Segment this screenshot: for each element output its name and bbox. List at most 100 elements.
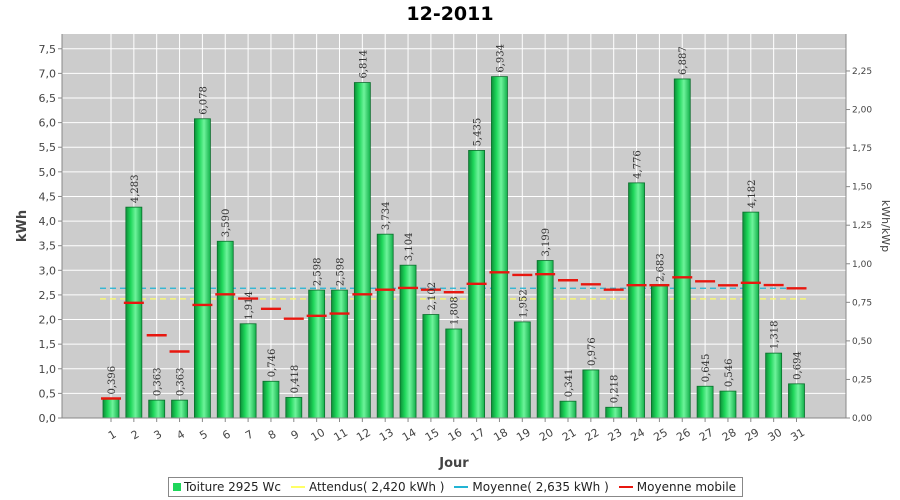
bars bbox=[102, 76, 805, 419]
bar bbox=[582, 369, 600, 419]
y-right-tick-label: 0,25 bbox=[852, 375, 872, 385]
x-tick-label: 5 bbox=[197, 428, 210, 443]
y-axis-right-ticks: 0,00 0,25 0,50 0,75 1,00 1,25 1,50 1,75 2,00 2,25 bbox=[846, 67, 872, 424]
data-label: 0,746 bbox=[267, 349, 278, 378]
legend-label-production: Toiture 2925 Wc bbox=[184, 480, 281, 494]
bar bbox=[651, 285, 668, 419]
x-tick-label: 10 bbox=[309, 426, 328, 444]
data-label: 1,914 bbox=[244, 291, 255, 320]
legend-swatch-moving-average bbox=[618, 486, 633, 488]
bar bbox=[536, 260, 554, 419]
x-tick-label: 21 bbox=[560, 426, 579, 444]
x-tick-label: 28 bbox=[720, 426, 739, 444]
data-label: 4,283 bbox=[130, 175, 141, 204]
x-axis-label: Jour bbox=[438, 456, 469, 471]
x-tick-label: 30 bbox=[766, 426, 785, 444]
legend-item-expected: Attendus( 2,420 kWh ) bbox=[290, 480, 444, 494]
data-label: 0,976 bbox=[587, 337, 598, 366]
y-tick-label: 1,5 bbox=[39, 338, 57, 351]
x-tick-label: 11 bbox=[331, 426, 350, 444]
data-label: 2,598 bbox=[313, 257, 324, 286]
x-tick-label: 13 bbox=[377, 426, 396, 444]
bar bbox=[696, 385, 714, 419]
x-tick-label: 20 bbox=[537, 426, 556, 444]
y-tick-label: 7,5 bbox=[39, 43, 57, 56]
bar bbox=[719, 390, 737, 419]
y-right-tick-label: 1,25 bbox=[852, 221, 872, 231]
bar bbox=[353, 82, 371, 419]
y-right-tick-label: 2,25 bbox=[852, 67, 872, 77]
data-label: 0,363 bbox=[176, 367, 187, 396]
y-right-tick-label: 1,50 bbox=[852, 183, 872, 193]
bar bbox=[788, 383, 805, 419]
legend-label-moving-average: Moyenne mobile bbox=[636, 480, 737, 494]
y-axis-ticks: 0,0 0,5 1,0 1,5 2,0 2,5 3,0 3,5 4,0 4,5 5,0 5,5 6,0 6… bbox=[39, 43, 62, 425]
y-tick-label: 6,5 bbox=[39, 92, 57, 105]
bar bbox=[171, 399, 188, 419]
data-label: 2,102 bbox=[427, 282, 438, 311]
legend-item-average: Moyenne( 2,635 kWh ) bbox=[454, 480, 609, 494]
y-right-tick-label: 0,50 bbox=[852, 337, 872, 347]
data-label: 3,199 bbox=[541, 228, 552, 257]
bar bbox=[376, 233, 394, 419]
legend-swatch-average bbox=[454, 486, 469, 488]
x-tick-label: 27 bbox=[697, 426, 716, 444]
bar bbox=[445, 328, 463, 419]
bar bbox=[239, 323, 257, 419]
y-right-tick-label: 2,00 bbox=[852, 106, 872, 116]
y-tick-label: 6,0 bbox=[39, 117, 57, 130]
data-label: 3,590 bbox=[221, 209, 232, 238]
y-right-tick-label: 0,00 bbox=[852, 414, 872, 424]
bar bbox=[125, 206, 143, 419]
data-label: 5,435 bbox=[473, 118, 484, 147]
y-tick-label: 3,5 bbox=[39, 240, 57, 253]
y-tick-label: 5,0 bbox=[39, 166, 57, 179]
bar bbox=[422, 314, 440, 419]
x-tick-label: 6 bbox=[220, 428, 233, 443]
x-tick-label: 12 bbox=[354, 426, 373, 444]
data-label: 0,546 bbox=[724, 358, 735, 387]
data-label: 0,218 bbox=[610, 375, 621, 404]
data-label: 6,887 bbox=[678, 46, 689, 75]
data-label: 6,814 bbox=[358, 50, 369, 79]
data-label: 1,952 bbox=[518, 289, 529, 318]
x-tick-label: 1 bbox=[106, 428, 119, 443]
data-label: 0,645 bbox=[701, 354, 712, 383]
x-tick-label: 15 bbox=[423, 426, 442, 444]
x-tick-label: 17 bbox=[469, 426, 488, 444]
y-right-tick-label: 0,75 bbox=[852, 298, 872, 308]
bar bbox=[331, 289, 348, 419]
x-tick-label: 23 bbox=[606, 426, 625, 444]
bar bbox=[193, 118, 211, 419]
bar bbox=[628, 182, 645, 419]
y-tick-label: 3,0 bbox=[39, 264, 57, 277]
data-label: 3,104 bbox=[404, 233, 415, 262]
data-labels: 0,396 4,283 0,363 0,363 6,078 3,590 1,914 0,746… bbox=[107, 44, 804, 403]
x-tick-label: 2 bbox=[129, 428, 142, 443]
bar bbox=[559, 400, 577, 419]
data-label: 6,934 bbox=[495, 44, 506, 73]
y-tick-label: 4,5 bbox=[39, 190, 57, 203]
y-tick-label: 4,0 bbox=[39, 215, 57, 228]
bar bbox=[216, 240, 234, 419]
x-tick-label: 22 bbox=[583, 426, 602, 444]
bar bbox=[513, 321, 531, 419]
bar bbox=[285, 397, 303, 419]
y-tick-label: 7,0 bbox=[39, 67, 57, 80]
x-axis-ticks: 1 2 3 4 5 6 7 8 9 10 11 12 13 14 15 16 17 18 19 20 21 22 23 24 2… bbox=[106, 418, 807, 444]
x-tick-label: 16 bbox=[446, 426, 465, 444]
bar bbox=[308, 289, 326, 419]
data-label: 3,734 bbox=[381, 202, 392, 231]
x-tick-label: 24 bbox=[628, 426, 647, 444]
x-tick-label: 25 bbox=[651, 426, 670, 444]
data-label: 4,776 bbox=[633, 150, 644, 179]
y-axis-right-label: kWh/kWp bbox=[879, 200, 892, 252]
x-tick-label: 4 bbox=[175, 428, 188, 443]
y-tick-label: 2,5 bbox=[39, 289, 57, 302]
legend-item-moving-average: Moyenne mobile bbox=[618, 480, 737, 494]
y-tick-label: 1,0 bbox=[39, 363, 57, 376]
legend-swatch-expected bbox=[290, 486, 305, 488]
x-tick-label: 18 bbox=[491, 426, 510, 444]
data-label: 4,182 bbox=[747, 179, 758, 208]
